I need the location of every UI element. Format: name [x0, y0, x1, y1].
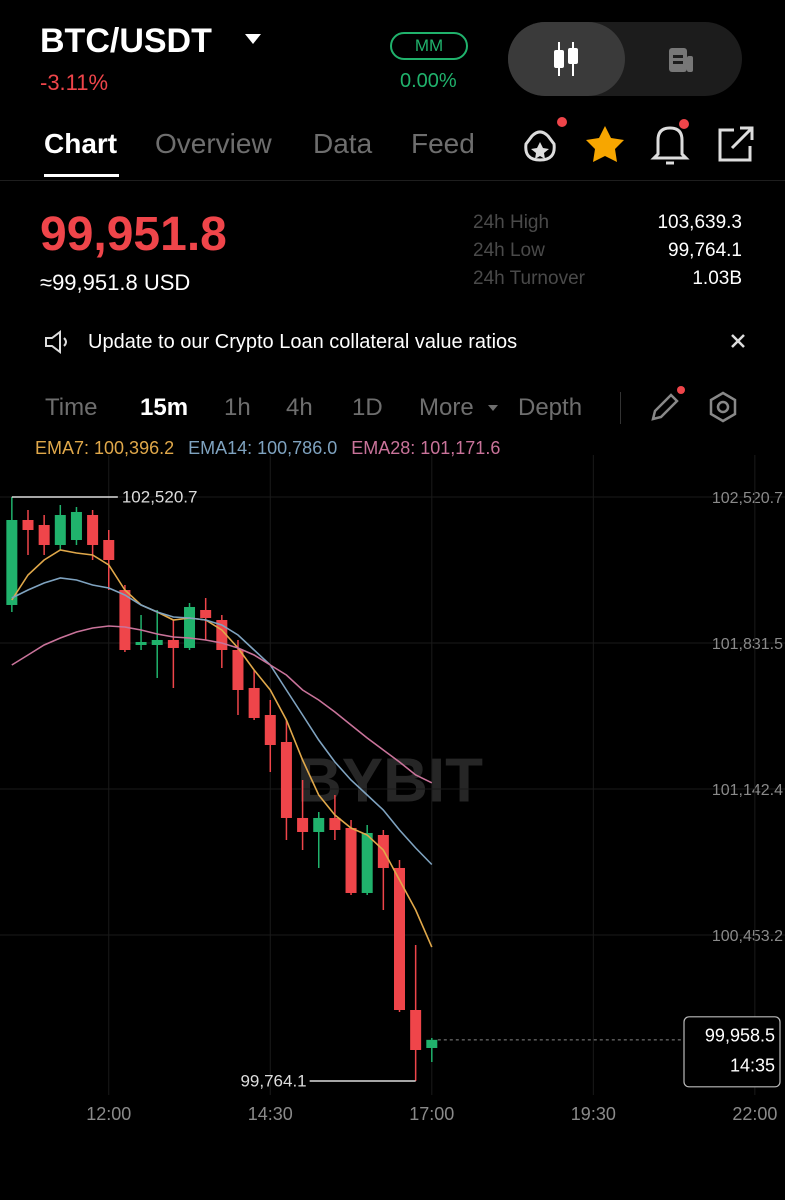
draw-icon[interactable]	[651, 386, 685, 421]
legend-entry: EMA7: 100,396.2	[35, 438, 175, 458]
speaker-icon	[45, 330, 67, 354]
timeframe[interactable]: Depth	[518, 394, 583, 421]
candle-body	[87, 515, 99, 545]
x-tick-label: 14:30	[248, 1104, 293, 1124]
close-icon[interactable]	[730, 333, 746, 349]
announcement[interactable]: Update to our Crypto Loan collateral val…	[88, 331, 518, 353]
y-tick-label: 101,142.4	[712, 782, 783, 799]
x-tick-label: 17:00	[409, 1104, 454, 1124]
ema-line	[11, 549, 433, 948]
chart: BYBIT 100,453.2 101,142.4 101,831.5 102,520.…	[0, 455, 785, 1124]
badge[interactable]: MM	[390, 32, 468, 60]
timeframe[interactable]: 15m	[140, 394, 189, 421]
candle-body	[297, 817, 309, 832]
stat-value: 99,764.1	[668, 240, 742, 261]
candle-body	[151, 640, 163, 645]
candle-body	[54, 515, 66, 545]
toolbar-icons	[524, 117, 754, 165]
candle-toggle[interactable]	[508, 22, 625, 96]
candle-body	[361, 832, 373, 893]
candle-icon	[554, 42, 578, 76]
candle-body	[264, 715, 276, 745]
stat-label: 24h Turnover	[473, 268, 585, 289]
y-tick-label: 100,453.2	[712, 928, 783, 945]
alert-icon[interactable]	[650, 119, 690, 165]
view-toggle	[508, 22, 742, 96]
ema-line	[11, 625, 433, 784]
candle-body	[103, 540, 115, 560]
timeframe[interactable]: More	[419, 394, 474, 421]
usd-price: ≈99,951.8 USD	[40, 270, 191, 295]
more-arrow	[488, 405, 498, 411]
badge-change: 0.00%	[400, 70, 457, 92]
tab[interactable]: Feed	[411, 128, 475, 159]
stat-value: 103,639.3	[657, 212, 742, 233]
symbol[interactable]: BTC/USDT	[40, 22, 212, 60]
candle-body	[232, 650, 244, 690]
favorite-icon[interactable]	[586, 126, 624, 162]
candle-body	[248, 687, 260, 718]
legend-entry: EMA28: 101,171.6	[351, 438, 501, 458]
stat-label: 24h High	[473, 212, 550, 233]
settings-icon[interactable]	[709, 391, 737, 423]
chart-tools	[651, 386, 737, 423]
last-price-box	[683, 1016, 781, 1088]
candle-body	[135, 641, 147, 645]
candle-body	[313, 817, 325, 832]
candle-body	[22, 520, 34, 530]
divider	[620, 392, 621, 424]
x-tick-label: 22:00	[732, 1104, 777, 1124]
bonus-icon[interactable]	[524, 117, 567, 162]
stat-label: 24h Low	[473, 240, 545, 261]
candle-body	[410, 1010, 422, 1050]
x-tick-label: 19:30	[571, 1104, 616, 1124]
timeframe[interactable]: 4h	[286, 394, 313, 421]
legend-entry: EMA14: 100,786.0	[188, 438, 338, 458]
legend: EMA7: 100,396.2 EMA14: 100,786.0 EMA28: 10…	[35, 439, 500, 457]
y-tick-label: 102,520.7	[712, 490, 783, 507]
change: -3.11%	[40, 70, 109, 95]
candle-body	[216, 620, 228, 650]
last-price-label: 99,958.5	[705, 1026, 775, 1046]
high-marker-label: 102,520.7	[122, 487, 198, 506]
stat-value: 1.03B	[692, 268, 742, 289]
x-tick-label: 12:00	[86, 1104, 131, 1124]
ema-line	[11, 577, 433, 866]
countdown: 14:35	[730, 1056, 775, 1076]
candle-body	[426, 1039, 438, 1048]
divider	[0, 180, 785, 181]
candle-body	[393, 867, 405, 1010]
tab[interactable]: Data	[313, 128, 373, 159]
tab[interactable]: Chart	[44, 128, 118, 159]
candle-body	[6, 520, 18, 605]
candle-body	[280, 741, 292, 818]
timeframe[interactable]: 1h	[224, 394, 251, 421]
tab-indicator	[44, 174, 119, 177]
timeframe[interactable]: Time	[45, 394, 98, 421]
tab[interactable]: Overview	[155, 128, 272, 159]
candle-body	[184, 606, 196, 648]
timeframe[interactable]: 1D	[352, 394, 383, 421]
candle-body	[38, 525, 50, 545]
candle-body	[329, 817, 341, 830]
share-icon[interactable]	[718, 126, 754, 162]
watermark: BYBIT	[297, 746, 483, 815]
candle-body	[200, 610, 212, 618]
y-tick-label: 101,831.5	[712, 636, 783, 653]
low-marker-label: 99,764.1	[240, 1072, 306, 1091]
candle-body	[70, 511, 82, 540]
candle-body	[167, 640, 179, 648]
list-icon[interactable]	[666, 45, 696, 75]
last-price: 99,951.8	[40, 208, 227, 261]
candle-body	[345, 827, 357, 893]
dropdown-icon[interactable]	[244, 33, 262, 45]
candle-body	[119, 590, 131, 650]
